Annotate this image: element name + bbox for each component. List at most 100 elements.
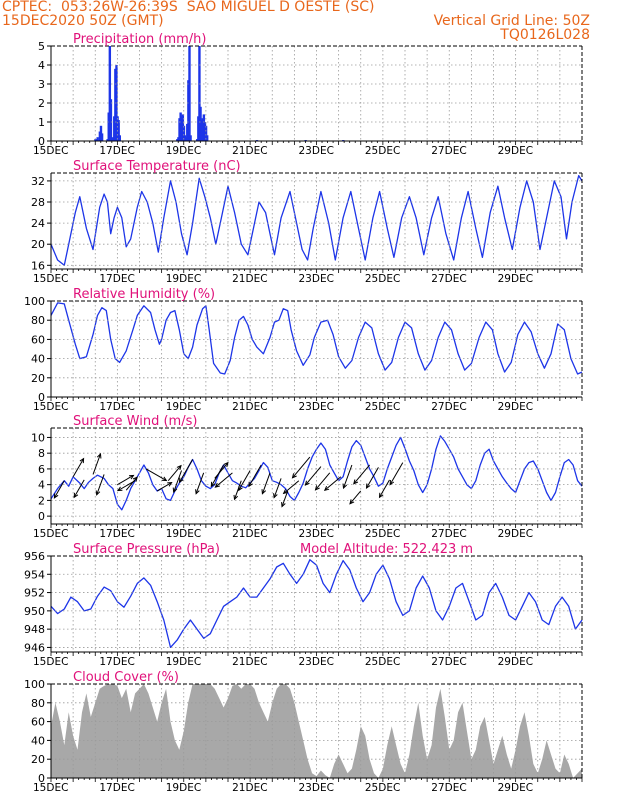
x-tick-label: 21DEC (232, 401, 267, 413)
wind-arrow-head (116, 486, 123, 492)
wind-arrow-head (349, 499, 355, 505)
wind-arrow (366, 467, 379, 489)
precip-bar (188, 46, 191, 141)
wind-arrow-head (223, 461, 229, 468)
panel-title: Cloud Cover (%) (73, 670, 179, 685)
wind-arrow (167, 465, 182, 482)
wind-arrow-head (214, 482, 220, 488)
wind-arrow (238, 470, 251, 491)
wind-arrow (195, 472, 205, 494)
x-tick-label: 29DEC (498, 401, 533, 413)
wind-arrow (283, 480, 300, 494)
wind-arrow (343, 464, 353, 489)
wind-arrow (117, 480, 136, 492)
y-tick-label: 950 (24, 605, 45, 618)
wind-arrow-head (261, 489, 267, 495)
x-tick-label: 23DEC (299, 401, 334, 413)
wind-arrow (248, 464, 262, 487)
wind-arrow (73, 479, 85, 498)
y-tick-label: 956 (24, 550, 45, 563)
wind-vectors (53, 452, 404, 508)
y-tick-label: 948 (24, 623, 45, 636)
wind-arrow-head (73, 492, 79, 499)
x-tick-label: 23DEC (299, 273, 334, 285)
x-tick-label: 15DEC (33, 401, 68, 413)
y-tick-label: 100 (24, 678, 45, 691)
wind-arrow (173, 470, 183, 493)
y-tick-label: 80 (31, 697, 45, 710)
wind-arrow (53, 480, 65, 499)
y-tick-label: 8 (38, 447, 45, 460)
x-tick-label: 23DEC (299, 782, 334, 794)
wind-arrow-head (389, 480, 395, 486)
x-tick-label: 15DEC (33, 145, 68, 157)
wind-arrow (389, 462, 404, 485)
wind-arrow (281, 490, 289, 507)
wind-arrow (349, 490, 362, 505)
x-tick-label: 17DEC (99, 273, 134, 285)
wind-arrow-head (172, 487, 178, 494)
wind-arrow-head (353, 479, 359, 485)
wind-arrow (72, 458, 85, 478)
wind-arrow-head (178, 477, 184, 484)
x-tick-label: 15DEC (33, 656, 68, 668)
y-tick-label: 6 (38, 463, 45, 476)
wind-arrow (145, 468, 167, 482)
wind-arrow (305, 466, 322, 486)
header-date: 15DEC2020 50Z (GMT) (2, 13, 164, 29)
wind-arrow (210, 464, 225, 487)
y-tick-label: 20 (31, 372, 45, 385)
y-tick-label: 0 (38, 135, 45, 148)
x-tick-label: 27DEC (431, 528, 466, 540)
wind-arrow-head (132, 476, 138, 482)
x-tick-label: 25DEC (365, 528, 400, 540)
x-tick-label: 15DEC (33, 782, 68, 794)
wind-arrow-head (233, 494, 239, 501)
panel-2: 16 20 24 28 32 15DEC 17DEC 19DEC 21DEC 23DEC 25DEC… (31, 159, 583, 285)
y-tick-label: 10 (31, 431, 45, 444)
panel-title: Relative Humidity (%) (73, 287, 215, 302)
x-tick-label: 21DEC (232, 145, 267, 157)
x-tick-label: 23DEC (299, 528, 334, 540)
precip-bar (109, 99, 113, 141)
panel-title: Surface Wind (m/s) (73, 414, 197, 429)
wind-arrow-head (365, 483, 371, 489)
precip-bar (204, 125, 208, 141)
y-tick-label: 2 (38, 494, 45, 507)
x-tick-label: 19DEC (166, 273, 201, 285)
x-tick-label: 21DEC (232, 528, 267, 540)
y-tick-label: 1 (38, 116, 45, 129)
wind-arrow (92, 453, 101, 475)
wind-arrow-head (161, 476, 168, 482)
wind-arrow-head (304, 480, 310, 486)
x-tick-label: 27DEC (431, 656, 466, 668)
x-tick-label: 29DEC (498, 273, 533, 285)
y-tick-label: 0 (38, 391, 45, 404)
wind-arrow-head (314, 485, 320, 491)
x-tick-label: 25DEC (365, 656, 400, 668)
wind-arrow-head (378, 492, 384, 499)
precip-bar (205, 135, 209, 141)
x-tick-label: 19DEC (166, 145, 201, 157)
wind-arrow (379, 479, 390, 498)
x-tick-label: 29DEC (498, 145, 533, 157)
x-tick-label: 17DEC (99, 656, 134, 668)
x-tick-label: 29DEC (498, 656, 533, 668)
x-tick-label: 29DEC (498, 528, 533, 540)
wind-arrow-head (281, 502, 286, 508)
precip-bar (198, 46, 201, 141)
precip-bar (100, 133, 104, 141)
x-tick-label: 23DEC (299, 145, 334, 157)
y-tick-label: 80 (31, 314, 45, 327)
panel-5: 946 948 950 952 954 956 15DEC 17DEC 19DEC 21DEC 23… (24, 542, 583, 668)
x-tick-label: 23DEC (299, 656, 334, 668)
x-tick-label: 21DEC (232, 273, 267, 285)
x-tick-label: 17DEC (99, 145, 134, 157)
panel-1: 0 1 2 3 4 5 15DEC 17DEC 19DEC 21DEC 23DEC 25DEC 27DE… (33, 32, 583, 157)
header-grid-info: Vertical Grid Line: 50Z (433, 13, 590, 29)
header-location: CPTEC: 053:26W-26:39S SAO MIGUEL D OESTE… (2, 0, 375, 15)
wind-arrow (234, 480, 242, 500)
y-tick-label: 20 (31, 238, 45, 251)
x-tick-label: 17DEC (99, 528, 134, 540)
y-tick-label: 60 (31, 333, 45, 346)
